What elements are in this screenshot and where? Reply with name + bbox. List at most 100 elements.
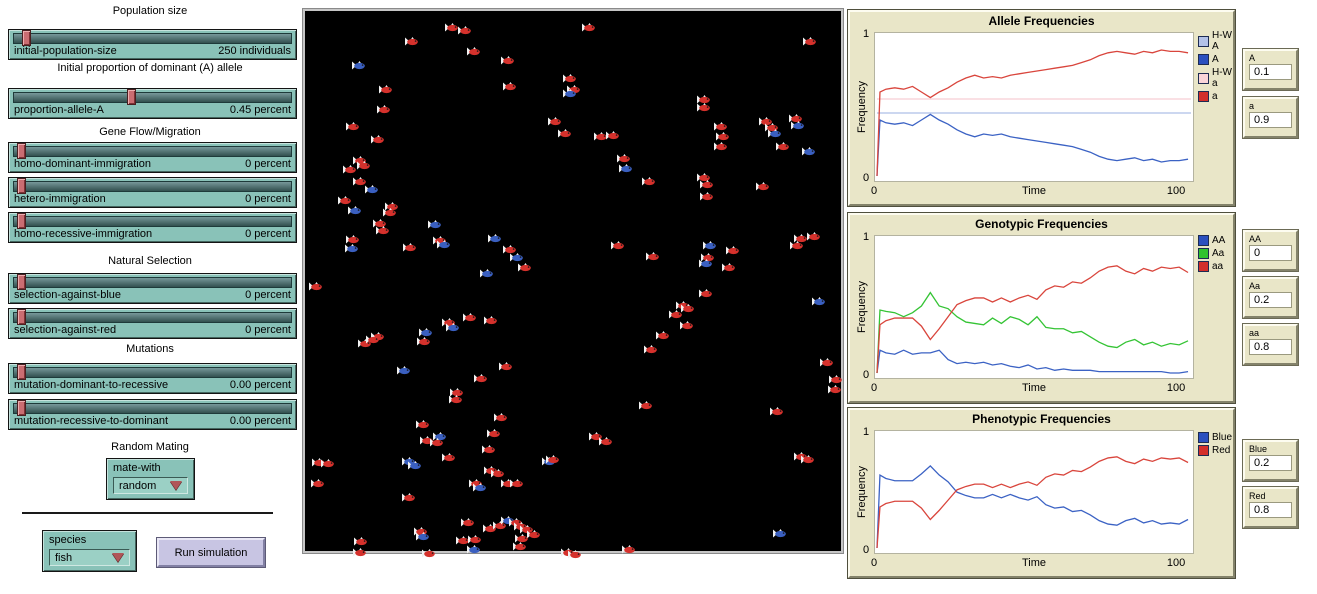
fish-agent xyxy=(701,249,714,267)
legend-item-Red: Red xyxy=(1198,445,1232,456)
mate-with-select[interactable]: random xyxy=(113,477,188,494)
fish-agent xyxy=(348,202,361,220)
fish-agent xyxy=(642,173,655,191)
fish-agent xyxy=(812,293,825,311)
mate-with-chooser: mate-with random xyxy=(106,458,195,500)
fish-agent xyxy=(365,181,378,199)
fish-agent xyxy=(501,52,514,70)
legend-swatch xyxy=(1198,261,1209,272)
legend-label: A xyxy=(1212,54,1219,65)
monitor-value: 0.8 xyxy=(1249,502,1292,518)
fish-agent xyxy=(494,409,507,427)
fish-agent xyxy=(680,317,693,335)
fish-agent xyxy=(714,118,727,136)
slider-track[interactable] xyxy=(13,400,292,416)
legend-item-Aa: Aa xyxy=(1198,248,1225,259)
slider-handle[interactable] xyxy=(22,30,31,46)
slider-track[interactable] xyxy=(13,274,292,290)
fish-agent xyxy=(484,312,497,330)
legend-swatch xyxy=(1198,72,1209,84)
fish-agent xyxy=(346,231,359,249)
slider-label: mutation-recessive-to-dominant xyxy=(14,415,169,427)
plot-title: Genotypic Frequencies xyxy=(975,217,1108,231)
plot-legend: Blue Red xyxy=(1198,432,1232,456)
slider-track[interactable] xyxy=(13,178,292,194)
slider-track[interactable] xyxy=(13,89,292,105)
monitor-label: a xyxy=(1249,101,1255,111)
fish-agent xyxy=(611,237,624,255)
legend-label: Blue xyxy=(1212,432,1233,443)
slider-caption-row: selection-against-red 0 percent xyxy=(9,324,296,337)
series-aa xyxy=(876,265,1189,374)
slider-handle[interactable] xyxy=(17,274,26,290)
fish-agent xyxy=(311,475,324,493)
slider-homo-recessive-immigration[interactable]: homo-recessive-immigration 0 percent xyxy=(8,212,297,243)
slider-label: selection-against-blue xyxy=(14,289,122,301)
slider-hetero-immigration[interactable]: hetero-immigration 0 percent xyxy=(8,177,297,208)
legend-label: H-W a xyxy=(1212,67,1232,89)
x-tick-0: 0 xyxy=(871,382,878,394)
fish-agent xyxy=(482,441,495,459)
slider-mutation-dominant-to-recessive[interactable]: mutation-dominant-to-recessive 0.00 perce… xyxy=(8,363,297,394)
x-tick-100: 100 xyxy=(1166,557,1186,569)
legend-swatch xyxy=(1198,445,1209,456)
slider-track[interactable] xyxy=(13,309,292,325)
species-select[interactable]: fish xyxy=(49,549,130,566)
fish-agent xyxy=(343,161,356,179)
x-tick-100: 100 xyxy=(1166,185,1186,197)
slider-track[interactable] xyxy=(13,143,292,159)
legend-item-A: A xyxy=(1198,54,1233,65)
slider-selection-against-red[interactable]: selection-against-red 0 percent xyxy=(8,308,297,339)
fish-agent xyxy=(756,178,769,196)
slider-caption-row: proportion-allele-A 0.45 percent xyxy=(9,104,296,117)
monitor-Blue: Blue 0.2 xyxy=(1242,439,1299,482)
monitor-aa: aa 0.8 xyxy=(1242,323,1299,366)
fish-agent xyxy=(379,81,392,99)
slider-label: homo-dominant-immigration xyxy=(14,158,151,170)
slider-handle[interactable] xyxy=(17,364,26,380)
slider-track[interactable] xyxy=(13,364,292,380)
fish-agent xyxy=(801,451,814,469)
fish-agent xyxy=(338,192,351,210)
fish-agent xyxy=(321,455,334,473)
fish-agent xyxy=(417,333,430,351)
legend-label: a xyxy=(1212,91,1218,102)
legend-swatch xyxy=(1198,235,1209,246)
fish-agent xyxy=(473,479,486,497)
slider-proportion-allele-A[interactable]: proportion-allele-A 0.45 percent xyxy=(8,88,297,119)
fish-agent xyxy=(446,319,459,337)
fish-agent xyxy=(699,285,712,303)
chooser-selected-value: random xyxy=(119,479,157,492)
fish-agent xyxy=(376,222,389,240)
slider-handle[interactable] xyxy=(17,400,26,416)
fish-agent xyxy=(416,416,429,434)
fish-agent xyxy=(697,99,710,117)
fish-agent xyxy=(366,331,379,349)
fish-agent xyxy=(437,236,450,254)
slider-handle[interactable] xyxy=(17,309,26,325)
fish-agent xyxy=(807,228,820,246)
fish-agent xyxy=(563,70,576,88)
slider-handle[interactable] xyxy=(17,213,26,229)
monitor-a: a 0.9 xyxy=(1242,96,1299,139)
slider-mutation-recessive-to-dominant[interactable]: mutation-recessive-to-dominant 0.00 perce… xyxy=(8,399,297,430)
slider-handle[interactable] xyxy=(127,89,136,105)
y-tick-max: 1 xyxy=(863,231,870,243)
series-Red xyxy=(876,456,1189,549)
section-heading: Initial proportion of dominant (A) allel… xyxy=(57,62,243,74)
plot-lines xyxy=(876,456,1189,549)
fish-agent xyxy=(383,204,396,222)
slider-track[interactable] xyxy=(13,30,292,46)
slider-track[interactable] xyxy=(13,213,292,229)
fish-agent xyxy=(802,143,815,161)
fish-agent xyxy=(430,434,443,452)
slider-selection-against-blue[interactable]: selection-against-blue 0 percent xyxy=(8,273,297,304)
slider-handle[interactable] xyxy=(17,178,26,194)
fish-agent xyxy=(377,101,390,119)
slider-initial-population-size[interactable]: initial-population-size 250 individuals xyxy=(8,29,297,60)
slider-homo-dominant-immigration[interactable]: homo-dominant-immigration 0 percent xyxy=(8,142,297,173)
slider-handle[interactable] xyxy=(17,143,26,159)
fish-agent xyxy=(487,425,500,443)
fish-agent xyxy=(656,327,669,345)
run-simulation-button[interactable]: Run simulation xyxy=(156,537,266,568)
